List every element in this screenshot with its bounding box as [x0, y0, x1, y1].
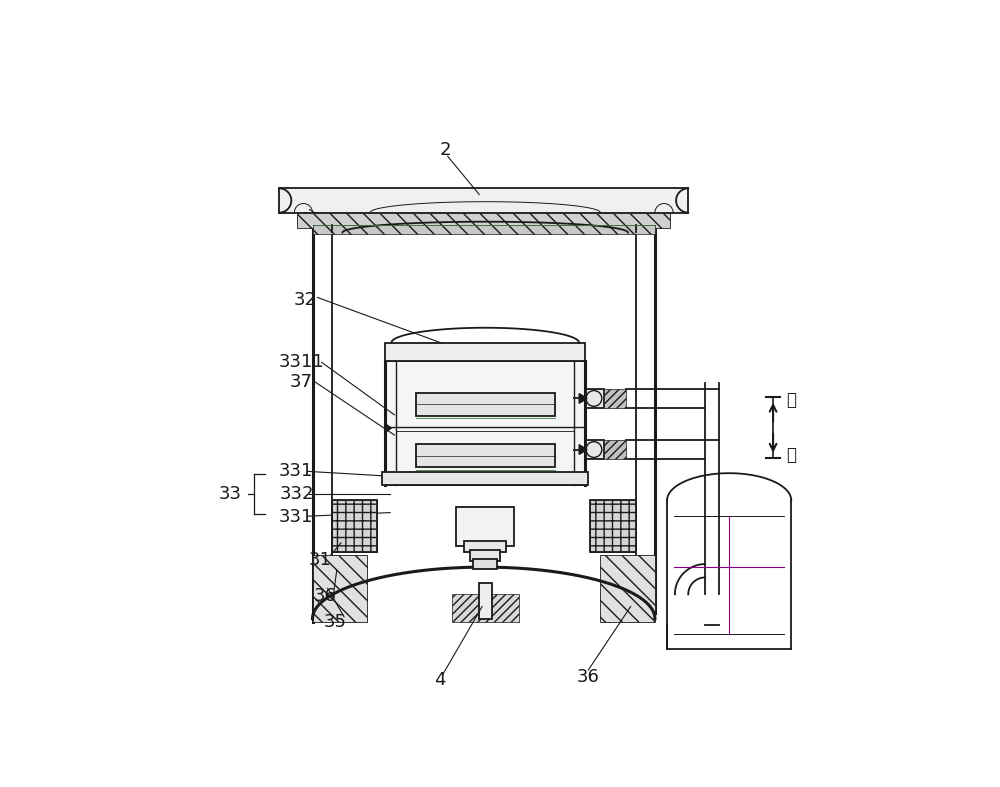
Bar — [385, 361, 585, 486]
Text: 下: 下 — [786, 391, 796, 409]
Bar — [600, 555, 655, 622]
Text: 3311: 3311 — [279, 353, 324, 371]
Bar — [297, 212, 670, 227]
Bar — [452, 594, 519, 622]
Bar — [604, 440, 626, 460]
Bar — [313, 555, 367, 622]
Polygon shape — [579, 394, 587, 403]
Bar — [590, 501, 636, 552]
Text: 331: 331 — [278, 508, 313, 527]
Text: 32: 32 — [294, 291, 317, 309]
Bar — [479, 583, 492, 619]
Text: 35: 35 — [323, 612, 346, 630]
Bar — [464, 541, 506, 552]
Bar — [332, 501, 377, 552]
Bar — [586, 440, 604, 460]
Bar — [382, 472, 588, 486]
Text: 36: 36 — [577, 668, 600, 686]
Bar — [416, 444, 555, 467]
Text: 33: 33 — [219, 486, 242, 504]
Text: 332: 332 — [280, 486, 315, 504]
Text: 331: 331 — [278, 463, 313, 480]
Bar — [456, 507, 514, 546]
Bar — [470, 550, 500, 561]
Text: 31: 31 — [309, 551, 332, 569]
Text: 35: 35 — [301, 211, 324, 229]
Bar — [332, 501, 377, 552]
Bar — [416, 393, 555, 416]
Text: 37: 37 — [290, 373, 313, 391]
Polygon shape — [579, 445, 587, 454]
Text: 36: 36 — [313, 587, 336, 605]
Bar — [473, 560, 497, 569]
Bar — [590, 501, 636, 552]
Text: 上: 上 — [786, 446, 796, 464]
Text: 4: 4 — [434, 671, 446, 689]
Bar — [279, 188, 688, 212]
Bar — [313, 225, 655, 234]
Polygon shape — [385, 423, 391, 433]
Bar — [604, 389, 626, 408]
Text: 2: 2 — [440, 141, 452, 159]
Bar — [586, 389, 604, 408]
Bar — [385, 343, 585, 361]
